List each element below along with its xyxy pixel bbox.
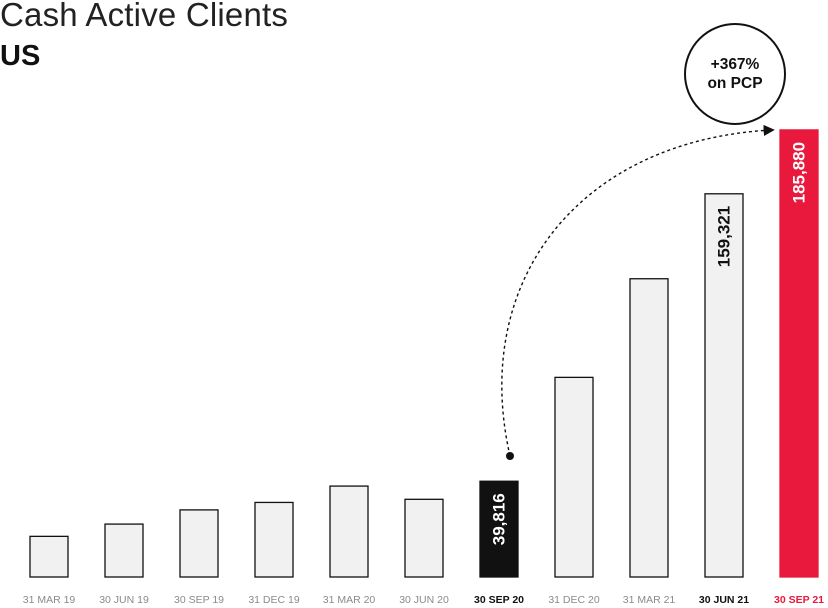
- callout-line-2: on PCP: [707, 75, 763, 92]
- data-label: 159,321: [715, 206, 734, 267]
- x-tick-label: 30 JUN 20: [399, 594, 449, 606]
- bar-31-dec-19: [254, 501, 294, 578]
- x-tick-label: 30 SEP 19: [174, 594, 224, 606]
- data-label: 185,880: [790, 142, 809, 203]
- x-tick-label: 31 MAR 20: [323, 594, 376, 606]
- bar-31-dec-20: [554, 376, 594, 578]
- growth-arrow: [501, 124, 775, 457]
- x-tick-label: 30 SEP 21: [774, 594, 824, 606]
- x-tick-label: 30 JUN 19: [99, 594, 149, 606]
- bar-31-mar-20: [329, 485, 369, 578]
- bar-30-jun-19: [104, 523, 144, 578]
- callout-line-1: +367%: [710, 56, 760, 73]
- x-tick-label: 31 DEC 19: [248, 594, 300, 606]
- x-tick-label: 31 MAR 21: [623, 594, 676, 606]
- chart-subtitle: US: [0, 40, 41, 72]
- bar-31-mar-21: [629, 278, 669, 578]
- bar-30-jun-21: [704, 193, 744, 578]
- growth-callout: +367% on PCP: [684, 23, 786, 125]
- chart-title: Cash Active Clients: [0, 0, 289, 33]
- bar-30-jun-20: [404, 498, 444, 578]
- bar-30-sep-20: [479, 480, 519, 578]
- bar-30-sep-21: [779, 129, 819, 578]
- x-tick-label: 31 MAR 19: [23, 594, 76, 606]
- x-tick-label: 30 JUN 21: [699, 594, 749, 606]
- bar-30-sep-19: [179, 509, 219, 578]
- x-tick-label: 31 DEC 20: [548, 594, 600, 606]
- arrow-start-dot: [506, 452, 514, 460]
- data-label: 39,816: [490, 493, 509, 545]
- bar-31-mar-19: [29, 535, 69, 578]
- x-tick-label: 30 SEP 20: [474, 594, 524, 606]
